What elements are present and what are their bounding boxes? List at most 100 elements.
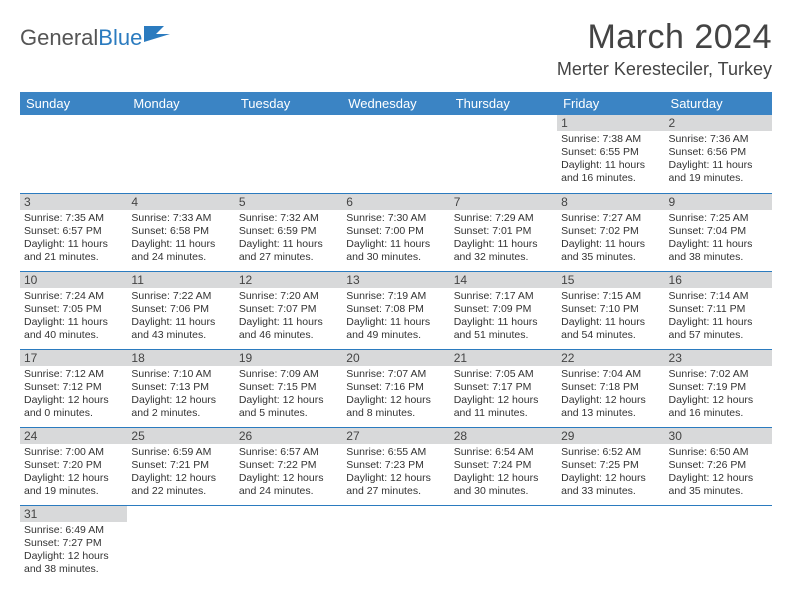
daylight: Daylight: 11 hours and 54 minutes. bbox=[561, 316, 660, 342]
calendar-cell: 16Sunrise: 7:14 AMSunset: 7:11 PMDayligh… bbox=[665, 271, 772, 349]
sunrise: Sunrise: 6:57 AM bbox=[239, 446, 338, 459]
calendar-cell bbox=[665, 505, 772, 583]
sunrise: Sunrise: 7:10 AM bbox=[131, 368, 230, 381]
calendar-cell: 31Sunrise: 6:49 AMSunset: 7:27 PMDayligh… bbox=[20, 505, 127, 583]
sunrise: Sunrise: 7:19 AM bbox=[346, 290, 445, 303]
daylight: Daylight: 12 hours and 19 minutes. bbox=[24, 472, 123, 498]
day-details: Sunrise: 6:54 AMSunset: 7:24 PMDaylight:… bbox=[454, 446, 553, 499]
calendar-cell: 24Sunrise: 7:00 AMSunset: 7:20 PMDayligh… bbox=[20, 427, 127, 505]
calendar-cell bbox=[450, 505, 557, 583]
sunrise: Sunrise: 7:33 AM bbox=[131, 212, 230, 225]
daylight: Daylight: 11 hours and 24 minutes. bbox=[131, 238, 230, 264]
day-number: 17 bbox=[20, 350, 127, 366]
weekday-header: Sunday bbox=[20, 92, 127, 115]
day-number: 12 bbox=[235, 272, 342, 288]
sunrise: Sunrise: 7:35 AM bbox=[24, 212, 123, 225]
daylight: Daylight: 11 hours and 51 minutes. bbox=[454, 316, 553, 342]
day-details: Sunrise: 7:05 AMSunset: 7:17 PMDaylight:… bbox=[454, 368, 553, 421]
sunrise: Sunrise: 7:30 AM bbox=[346, 212, 445, 225]
calendar-cell: 6Sunrise: 7:30 AMSunset: 7:00 PMDaylight… bbox=[342, 193, 449, 271]
daylight: Daylight: 11 hours and 30 minutes. bbox=[346, 238, 445, 264]
day-number: 16 bbox=[665, 272, 772, 288]
sunrise: Sunrise: 6:59 AM bbox=[131, 446, 230, 459]
daylight: Daylight: 12 hours and 27 minutes. bbox=[346, 472, 445, 498]
daylight: Daylight: 12 hours and 2 minutes. bbox=[131, 394, 230, 420]
weekday-header: Saturday bbox=[665, 92, 772, 115]
daylight: Daylight: 12 hours and 35 minutes. bbox=[669, 472, 768, 498]
calendar-cell: 22 Sunrise: 7:04 AMSunset: 7:18 PMDayligh… bbox=[557, 349, 664, 427]
day-details: Sunrise: 7:07 AMSunset: 7:16 PMDaylight:… bbox=[346, 368, 445, 421]
day-number: 2 bbox=[665, 115, 772, 131]
logo-text-blue: Blue bbox=[98, 25, 142, 51]
calendar-cell bbox=[450, 115, 557, 193]
calendar-cell bbox=[20, 115, 127, 193]
sunrise: Sunrise: 6:54 AM bbox=[454, 446, 553, 459]
day-number: 18 bbox=[127, 350, 234, 366]
daylight: Daylight: 12 hours and 13 minutes. bbox=[561, 394, 660, 420]
day-details: Sunrise: 7:09 AMSunset: 7:15 PMDaylight:… bbox=[239, 368, 338, 421]
calendar-cell: 29 Sunrise: 6:52 AMSunset: 7:25 PMDayligh… bbox=[557, 427, 664, 505]
day-number: 30 bbox=[665, 428, 772, 444]
sunrise: Sunrise: 7:17 AM bbox=[454, 290, 553, 303]
day-number: 19 bbox=[235, 350, 342, 366]
sunset: Sunset: 7:24 PM bbox=[454, 459, 553, 472]
calendar-cell: 11Sunrise: 7:22 AMSunset: 7:06 PMDayligh… bbox=[127, 271, 234, 349]
sunrise: Sunrise: 6:55 AM bbox=[346, 446, 445, 459]
day-details: Sunrise: 6:55 AMSunset: 7:23 PMDaylight:… bbox=[346, 446, 445, 499]
sunset: Sunset: 7:20 PM bbox=[24, 459, 123, 472]
daylight: Daylight: 12 hours and 22 minutes. bbox=[131, 472, 230, 498]
day-number: 20 bbox=[342, 350, 449, 366]
day-number: 9 bbox=[665, 194, 772, 210]
calendar-cell: 18Sunrise: 7:10 AMSunset: 7:13 PMDayligh… bbox=[127, 349, 234, 427]
location: Merter Keresteciler, Turkey bbox=[557, 59, 772, 80]
calendar-table: SundayMondayTuesdayWednesdayThursdayFrid… bbox=[20, 92, 772, 583]
day-number: 13 bbox=[342, 272, 449, 288]
day-number: 26 bbox=[235, 428, 342, 444]
day-number: 22 bbox=[557, 350, 664, 366]
sunset: Sunset: 7:25 PM bbox=[561, 459, 660, 472]
daylight: Daylight: 12 hours and 11 minutes. bbox=[454, 394, 553, 420]
daylight: Daylight: 12 hours and 38 minutes. bbox=[24, 550, 123, 576]
weekday-header: Tuesday bbox=[235, 92, 342, 115]
calendar-cell: 21Sunrise: 7:05 AMSunset: 7:17 PMDayligh… bbox=[450, 349, 557, 427]
sunset: Sunset: 7:18 PM bbox=[561, 381, 660, 394]
calendar-cell: 12Sunrise: 7:20 AMSunset: 7:07 PMDayligh… bbox=[235, 271, 342, 349]
daylight: Daylight: 12 hours and 8 minutes. bbox=[346, 394, 445, 420]
calendar-cell: 15Sunrise: 7:15 AMSunset: 7:10 PMDayligh… bbox=[557, 271, 664, 349]
daylight: Daylight: 11 hours and 49 minutes. bbox=[346, 316, 445, 342]
day-details: Sunrise: 7:00 AMSunset: 7:20 PMDaylight:… bbox=[24, 446, 123, 499]
sunset: Sunset: 7:04 PM bbox=[669, 225, 768, 238]
daylight: Daylight: 12 hours and 0 minutes. bbox=[24, 394, 123, 420]
daylight: Daylight: 12 hours and 33 minutes. bbox=[561, 472, 660, 498]
sunrise: Sunrise: 7:29 AM bbox=[454, 212, 553, 225]
calendar-cell: 8Sunrise: 7:27 AMSunset: 7:02 PMDaylight… bbox=[557, 193, 664, 271]
sunrise: Sunrise: 7:04 AM bbox=[561, 368, 660, 381]
day-number: 8 bbox=[557, 194, 664, 210]
sunset: Sunset: 7:17 PM bbox=[454, 381, 553, 394]
daylight: Daylight: 11 hours and 27 minutes. bbox=[239, 238, 338, 264]
day-number: 25 bbox=[127, 428, 234, 444]
day-number: 7 bbox=[450, 194, 557, 210]
calendar-cell bbox=[342, 115, 449, 193]
sunset: Sunset: 7:15 PM bbox=[239, 381, 338, 394]
daylight: Daylight: 11 hours and 35 minutes. bbox=[561, 238, 660, 264]
sunrise: Sunrise: 7:09 AM bbox=[239, 368, 338, 381]
day-number: 29 bbox=[557, 428, 664, 444]
sunset: Sunset: 7:19 PM bbox=[669, 381, 768, 394]
sunrise: Sunrise: 7:14 AM bbox=[669, 290, 768, 303]
sunrise: Sunrise: 6:52 AM bbox=[561, 446, 660, 459]
sunset: Sunset: 7:22 PM bbox=[239, 459, 338, 472]
day-details: Sunrise: 7:24 AMSunset: 7:05 PMDaylight:… bbox=[24, 290, 123, 343]
weekday-header: Thursday bbox=[450, 92, 557, 115]
sunset: Sunset: 6:58 PM bbox=[131, 225, 230, 238]
day-details: Sunrise: 7:32 AMSunset: 6:59 PMDaylight:… bbox=[239, 212, 338, 265]
sunset: Sunset: 6:56 PM bbox=[669, 146, 768, 159]
daylight: Daylight: 11 hours and 43 minutes. bbox=[131, 316, 230, 342]
sunset: Sunset: 7:21 PM bbox=[131, 459, 230, 472]
weekday-header: Friday bbox=[557, 92, 664, 115]
day-details: Sunrise: 6:57 AMSunset: 7:22 PMDaylight:… bbox=[239, 446, 338, 499]
daylight: Daylight: 12 hours and 30 minutes. bbox=[454, 472, 553, 498]
sunrise: Sunrise: 7:22 AM bbox=[131, 290, 230, 303]
day-details: Sunrise: 7:15 AMSunset: 7:10 PMDaylight:… bbox=[561, 290, 660, 343]
day-details: Sunrise: 7:17 AMSunset: 7:09 PMDaylight:… bbox=[454, 290, 553, 343]
